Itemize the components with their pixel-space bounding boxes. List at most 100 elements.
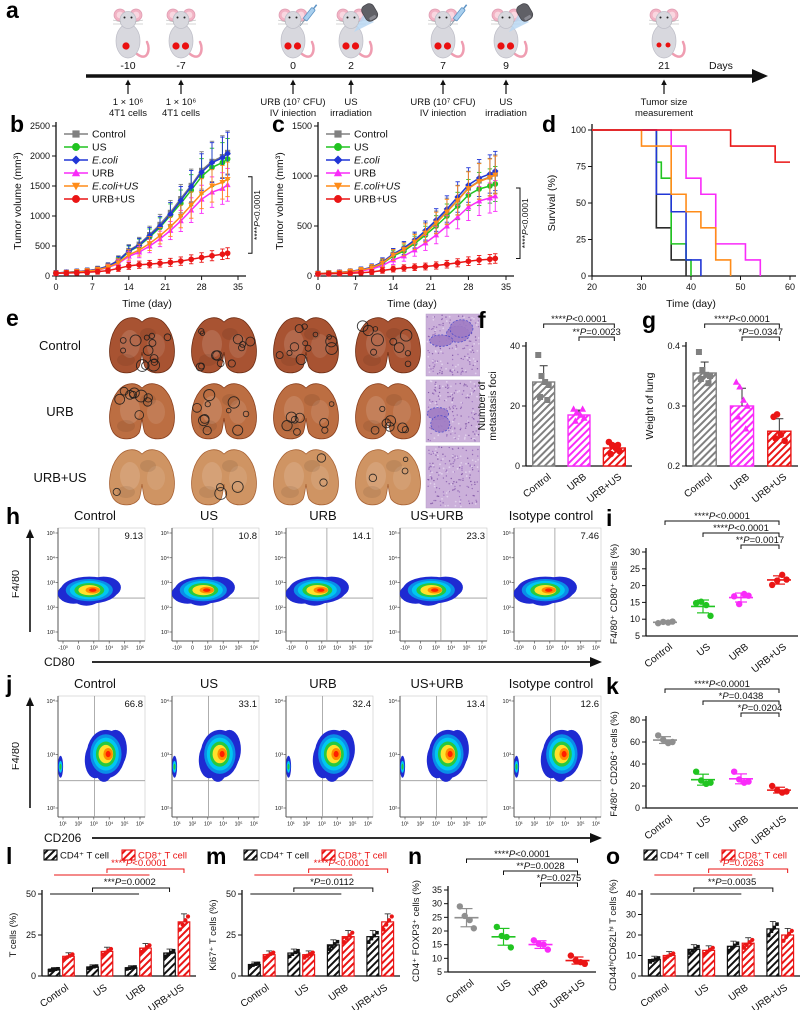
- panel-h-label: h: [6, 503, 21, 529]
- svg-text:10⁴: 10⁴: [561, 822, 569, 828]
- svg-text:10²: 10²: [417, 822, 425, 828]
- lung-photo: [109, 449, 175, 506]
- svg-text:US: US: [293, 982, 311, 999]
- svg-text:40: 40: [510, 341, 520, 351]
- svg-text:**P=0.0028: **P=0.0028: [516, 861, 564, 872]
- svg-text:US: US: [695, 814, 713, 831]
- svg-text:20: 20: [630, 581, 640, 591]
- svg-text:1000: 1000: [30, 211, 50, 221]
- svg-text:IV injection: IV injection: [420, 108, 466, 116]
- svg-text:10⁵: 10⁵: [577, 646, 585, 652]
- flow-plot: US 10⁵ 10⁴ 10³ 10² 10¹ -10³ 0 10³ 10⁴ 10⁵ 10⁶ 10.8: [156, 508, 262, 657]
- svg-text:14: 14: [388, 282, 398, 292]
- svg-text:10²: 10²: [189, 822, 197, 828]
- svg-text:*P=0.0204: *P=0.0204: [738, 703, 783, 714]
- experiment-timeline: Days -10 1 × 10⁶ 4T1 cells -7 1 × 10⁶ 4T1 cell…: [6, 2, 804, 119]
- svg-text:URB+US: URB+US: [147, 982, 187, 1010]
- panel-g: g 0.2 0.3 0.4 Weight of lung Control URB URB+U…: [642, 309, 806, 512]
- svg-text:10³: 10³: [318, 822, 326, 828]
- svg-text:10⁵: 10⁵: [463, 646, 471, 652]
- svg-text:10⁵: 10⁵: [503, 530, 511, 537]
- svg-text:25: 25: [26, 930, 36, 940]
- panel-d: d 0 25 50 75 100 20 30 40 50 60 Survival (%) Time (…: [542, 113, 804, 310]
- svg-text:0: 0: [77, 646, 80, 652]
- mouse-icon: [277, 4, 318, 59]
- svg-text:10⁵: 10⁵: [235, 646, 243, 652]
- svg-text:30: 30: [630, 547, 640, 557]
- svg-text:****P<0.0001: ****P<0.0001: [713, 523, 769, 534]
- svg-text:28: 28: [197, 282, 207, 292]
- svg-text:10⁶: 10⁶: [592, 822, 600, 828]
- svg-text:10³: 10³: [90, 646, 98, 652]
- svg-text:20: 20: [626, 930, 636, 940]
- svg-text:40: 40: [630, 759, 640, 769]
- svg-text:10³: 10³: [161, 753, 169, 759]
- lung-metastasis-images: Control URB URB+US: [6, 310, 481, 510]
- lung-photo: [355, 383, 421, 440]
- svg-text:9.13: 9.13: [125, 531, 144, 542]
- flow-panel-title: Isotype control: [508, 508, 594, 523]
- svg-text:10²: 10²: [389, 806, 397, 812]
- svg-text:10⁵: 10⁵: [161, 530, 169, 537]
- svg-text:10²: 10²: [531, 822, 539, 828]
- flow-panel-title: US+URB: [410, 508, 464, 523]
- survival-chart: 0 25 50 75 100 20 30 40 50 60 Survival (%) Time (da…: [542, 116, 804, 310]
- svg-text:10⁶: 10⁶: [364, 822, 372, 828]
- svg-text:1000: 1000: [292, 171, 312, 181]
- svg-text:-10³: -10³: [400, 646, 409, 652]
- svg-text:Weight of lung: Weight of lung: [644, 372, 656, 439]
- svg-text:21: 21: [658, 60, 670, 72]
- svg-text:10³: 10³: [47, 581, 55, 587]
- svg-text:URB: URB: [327, 982, 351, 1003]
- cd80-cells-dotplot: 5 10 15 20 25 30 F4/80⁺ CD80⁺ cells (%) Control…: [606, 510, 806, 676]
- svg-text:CD8⁺ T cell: CD8⁺ T cell: [138, 851, 187, 862]
- svg-text:URB+US: URB+US: [354, 194, 397, 206]
- svg-text:E.coli+US: E.coli+US: [354, 181, 400, 193]
- svg-text:60: 60: [785, 282, 795, 292]
- tumor-volume-chart-b: 0 500 1000 1500 2000 2500 0 7 14 21 28 35 Tumor volu…: [10, 116, 268, 310]
- lung-photo: [109, 317, 175, 374]
- flow-plot: US+URB 10⁵ 10⁴ 10³ 10² 10¹ -10³ 0 10³ 10⁴ 10⁵ 10⁶ 23…: [384, 508, 490, 657]
- flow-plot: URB 10⁵ 10⁴ 10³ 10² 10¹ -10³ 0 10³ 10⁴ 10⁵ 10⁶ 14.1: [270, 508, 376, 657]
- svg-text:10⁴: 10⁴: [161, 555, 170, 562]
- svg-text:F4/80⁺ CD80⁺ cells (%): F4/80⁺ CD80⁺ cells (%): [609, 544, 620, 644]
- svg-text:60: 60: [630, 737, 640, 747]
- svg-text:10⁶: 10⁶: [250, 822, 258, 828]
- mouse-icon: [335, 3, 379, 59]
- svg-text:Control: Control: [38, 982, 71, 1010]
- svg-text:2500: 2500: [30, 121, 50, 131]
- svg-text:66.8: 66.8: [125, 699, 144, 710]
- svg-text:-10³: -10³: [514, 646, 523, 652]
- panel-o-label: o: [606, 843, 621, 869]
- svg-text:URB: URB: [527, 977, 551, 999]
- flow-panel-title: US+URB: [410, 676, 464, 691]
- svg-text:Days: Days: [709, 60, 733, 72]
- svg-text:12.6: 12.6: [581, 699, 600, 710]
- svg-text:10⁴: 10⁴: [275, 698, 284, 705]
- lung-photo: [273, 449, 339, 506]
- svg-text:0: 0: [419, 646, 422, 652]
- svg-text:URB+US: URB+US: [750, 642, 789, 674]
- ultrasound-probe-icon: [361, 3, 379, 22]
- svg-text:10³: 10³: [90, 822, 98, 828]
- svg-text:US: US: [496, 978, 514, 995]
- svg-text:Time (day): Time (day): [666, 298, 716, 310]
- svg-text:10²: 10²: [47, 605, 55, 611]
- svg-text:1500: 1500: [292, 121, 312, 131]
- svg-text:20: 20: [510, 401, 520, 411]
- svg-text:*P=0.0275: *P=0.0275: [537, 873, 582, 884]
- svg-text:10⁴: 10⁴: [105, 646, 113, 652]
- syringe-icon: [299, 4, 318, 27]
- svg-text:0: 0: [581, 271, 586, 281]
- svg-text:0: 0: [635, 803, 640, 813]
- svg-text:10³: 10³: [546, 646, 554, 652]
- svg-text:10²: 10²: [303, 822, 311, 828]
- svg-text:10⁵: 10⁵: [389, 530, 397, 537]
- svg-text:10²: 10²: [75, 822, 83, 828]
- panel-b-label: b: [10, 111, 25, 137]
- svg-text:****P<0.0001: ****P<0.0001: [714, 314, 770, 325]
- t-cells-chart: CD4⁺ T cell CD8⁺ T cell 0 25 50 T cells (%) Co…: [6, 848, 202, 1012]
- svg-text:CD4⁺ T cell: CD4⁺ T cell: [260, 851, 309, 862]
- svg-text:10¹: 10¹: [161, 630, 169, 636]
- svg-text:35: 35: [432, 885, 442, 895]
